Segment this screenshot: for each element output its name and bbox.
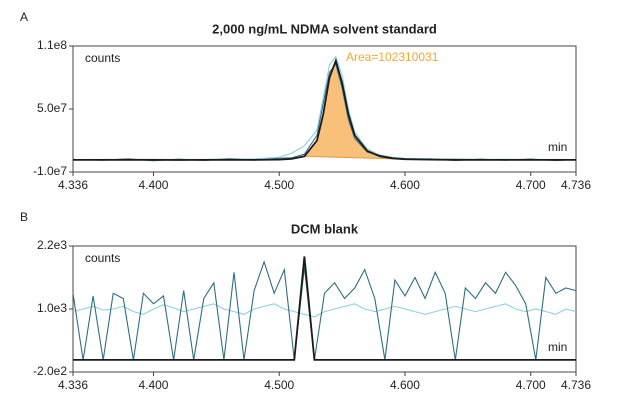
y-axis-label: counts: [85, 251, 120, 265]
area-annotation: Area=102310031: [346, 50, 439, 64]
x-tick-label: 4.500: [264, 378, 294, 392]
x-axis-label: min: [548, 140, 567, 154]
x-tick-label: 4.736: [561, 378, 591, 392]
plot-frame: [72, 245, 577, 373]
panel-label: B: [20, 210, 28, 224]
x-tick-label: 4.700: [516, 378, 546, 392]
panel-label: A: [20, 10, 28, 24]
x-tick-label: 4.500: [264, 178, 294, 192]
chart-title: 2,000 ng/mL NDMA solvent standard: [212, 21, 437, 36]
chart-title: DCM blank: [291, 221, 359, 236]
trace-line: [72, 260, 577, 360]
trace-line: [72, 303, 577, 318]
x-tick-label: 4.336: [58, 178, 88, 192]
x-tick-label: 4.736: [561, 178, 591, 192]
x-tick-label: 4.400: [138, 378, 168, 392]
y-tick-label: 5.0e7: [37, 101, 67, 115]
y-tick-label: -2.0e2: [33, 364, 67, 378]
x-tick-label: 4.400: [138, 178, 168, 192]
y-tick-label: -1.0e7: [33, 164, 67, 178]
y-tick-label: 1.1e8: [37, 38, 67, 52]
x-tick-label: 4.600: [390, 178, 420, 192]
x-axis-label: min: [548, 340, 567, 354]
x-tick-label: 4.600: [390, 378, 420, 392]
peak-area: [303, 59, 406, 160]
trace-line: [73, 57, 576, 161]
y-axis-label: counts: [85, 51, 120, 65]
y-tick-label: 2.2e3: [37, 238, 67, 252]
trace-line: [73, 256, 576, 361]
x-tick-label: 4.700: [516, 178, 546, 192]
y-tick-label: 1.0e3: [37, 301, 67, 315]
x-tick-label: 4.336: [58, 378, 88, 392]
